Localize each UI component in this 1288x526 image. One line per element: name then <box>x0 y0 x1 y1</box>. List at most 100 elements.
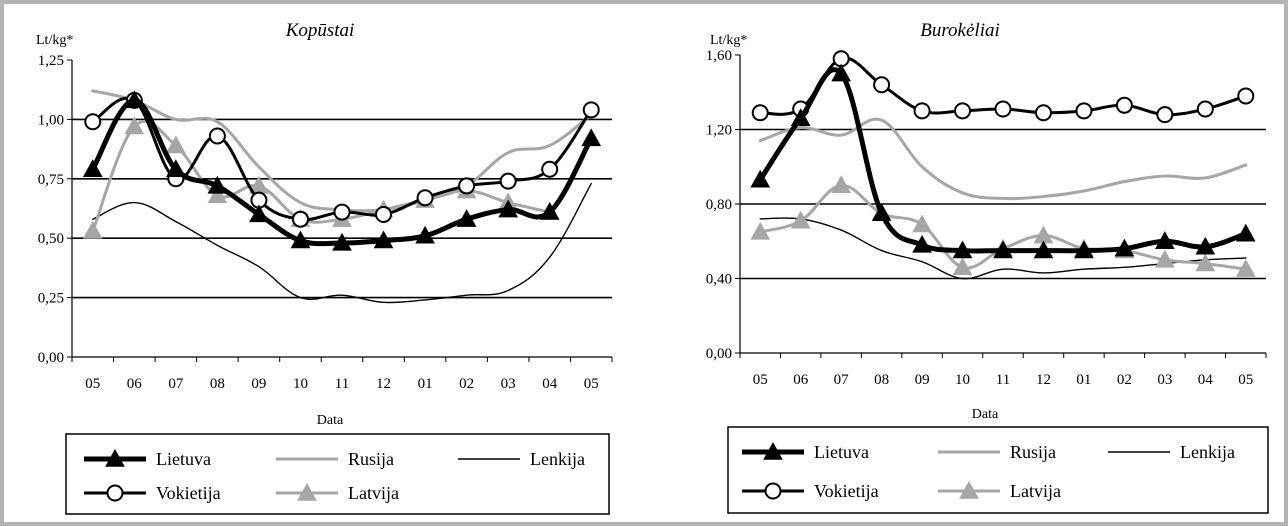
series-latvija <box>82 116 560 239</box>
data-point-marker <box>290 230 311 249</box>
data-point-marker <box>913 102 931 120</box>
legend-item-lenkija: Lenkija <box>458 449 585 469</box>
series-latvija <box>750 175 1256 277</box>
y-tick-label: 0,00 <box>706 346 732 362</box>
series-vokietija <box>751 50 1255 124</box>
x-tick-label: 09 <box>251 376 266 392</box>
data-point-marker <box>912 214 932 233</box>
series-lenkija <box>92 182 592 304</box>
data-point-marker <box>993 240 1013 259</box>
data-point-marker <box>873 76 891 94</box>
x-tick-label: 06 <box>793 372 809 388</box>
x-tick-label: 10 <box>955 372 970 388</box>
data-point-marker <box>790 210 811 229</box>
x-tick-label: 07 <box>168 376 184 392</box>
x-tick-label: 05 <box>584 376 599 392</box>
data-point-marker <box>750 221 771 240</box>
data-point-marker <box>499 172 517 190</box>
data-point-marker <box>82 221 103 239</box>
data-point-marker <box>415 225 435 244</box>
data-point-marker <box>1115 96 1133 114</box>
legend-item-lietuva: Lietuva <box>84 448 211 469</box>
x-tick-label: 12 <box>1036 372 1051 388</box>
legend-label: Latvija <box>348 483 399 503</box>
data-point-marker <box>1195 236 1216 255</box>
data-point-marker <box>871 203 892 222</box>
data-point-marker <box>1156 106 1174 124</box>
x-tick-label: 04 <box>1198 372 1214 388</box>
data-point-marker <box>539 202 560 220</box>
data-point-marker <box>124 116 145 135</box>
x-tick-label: 04 <box>542 376 558 392</box>
data-point-marker <box>952 240 973 259</box>
x-tick-label: 01 <box>418 376 433 392</box>
data-point-marker <box>207 185 228 204</box>
data-point-marker <box>291 210 309 228</box>
legend-label: Lenkija <box>1180 442 1235 462</box>
y-tick-label: 0,00 <box>38 350 64 366</box>
x-tick-label: 05 <box>85 376 100 392</box>
series-line <box>757 67 1249 254</box>
legend-label: Lietuva <box>156 449 211 469</box>
series-vokietija <box>84 91 600 228</box>
data-point-marker <box>165 159 186 177</box>
x-tick-label: 09 <box>915 372 930 388</box>
x-tick-label: 05 <box>753 372 768 388</box>
x-tick-label: 08 <box>874 372 889 388</box>
legend-box <box>65 433 610 515</box>
y-axis-unit-label: Lt/kg* <box>710 33 747 48</box>
x-axis-label: Data <box>972 407 999 422</box>
data-point-marker <box>831 63 852 82</box>
data-point-marker <box>208 127 226 145</box>
y-tick-label: 0,75 <box>38 172 64 188</box>
legend-box <box>727 426 1269 514</box>
data-point-marker <box>751 104 769 122</box>
y-tick-label: 1,20 <box>706 123 732 139</box>
data-point-marker <box>1034 104 1052 122</box>
x-tick-label: 06 <box>127 376 143 392</box>
legend-label: Vokietija <box>814 481 879 501</box>
series-line <box>758 117 1248 201</box>
legend-item-vokietija: Vokietija <box>84 483 221 503</box>
y-tick-label: 0,40 <box>706 272 732 288</box>
data-point-marker <box>994 100 1012 118</box>
x-tick-label: 03 <box>1157 372 1172 388</box>
legend-swatch-marker <box>959 480 979 499</box>
data-point-marker <box>1237 87 1255 105</box>
data-point-marker <box>1033 240 1054 259</box>
data-point-marker <box>581 128 602 147</box>
data-point-marker <box>750 169 771 188</box>
legend-item-vokietija: Vokietija <box>742 481 879 501</box>
data-point-marker <box>1195 253 1216 272</box>
data-point-marker <box>954 102 972 120</box>
y-tick-label: 0,80 <box>706 197 732 213</box>
data-point-marker <box>458 177 476 195</box>
legend-label: Rusija <box>1010 442 1056 462</box>
data-point-marker <box>1075 102 1093 120</box>
legend: Lietuva Rusija Lenkija Vokietija Latvija <box>65 433 610 515</box>
data-point-marker <box>207 175 228 194</box>
data-point-marker <box>1154 231 1175 249</box>
legend: Lietuva Rusija Lenkija Vokietija Latvija <box>727 426 1269 514</box>
legend-item-latvija: Latvija <box>938 480 1061 501</box>
legend-label: Lietuva <box>814 442 869 462</box>
data-point-marker <box>582 101 600 119</box>
legend-swatch-marker <box>105 448 125 467</box>
data-point-marker <box>790 108 811 127</box>
data-point-marker <box>912 234 932 253</box>
y-axis-unit-label: Lt/kg* <box>36 33 73 48</box>
y-tick-label: 0,50 <box>38 231 64 247</box>
data-point-marker <box>952 257 973 276</box>
x-tick-label: 08 <box>210 376 225 392</box>
data-point-marker <box>375 205 393 223</box>
data-point-marker <box>1235 223 1256 242</box>
data-point-marker <box>1114 238 1135 257</box>
data-point-marker <box>831 175 852 194</box>
data-point-marker <box>373 230 394 249</box>
y-tick-label: 1,00 <box>38 112 64 128</box>
legend-item-latvija: Latvija <box>276 482 399 503</box>
chart-title: Kopūstai <box>285 20 355 41</box>
legend-swatch-marker <box>297 482 317 501</box>
x-tick-label: 11 <box>996 372 1010 388</box>
series-lietuva <box>82 90 602 251</box>
